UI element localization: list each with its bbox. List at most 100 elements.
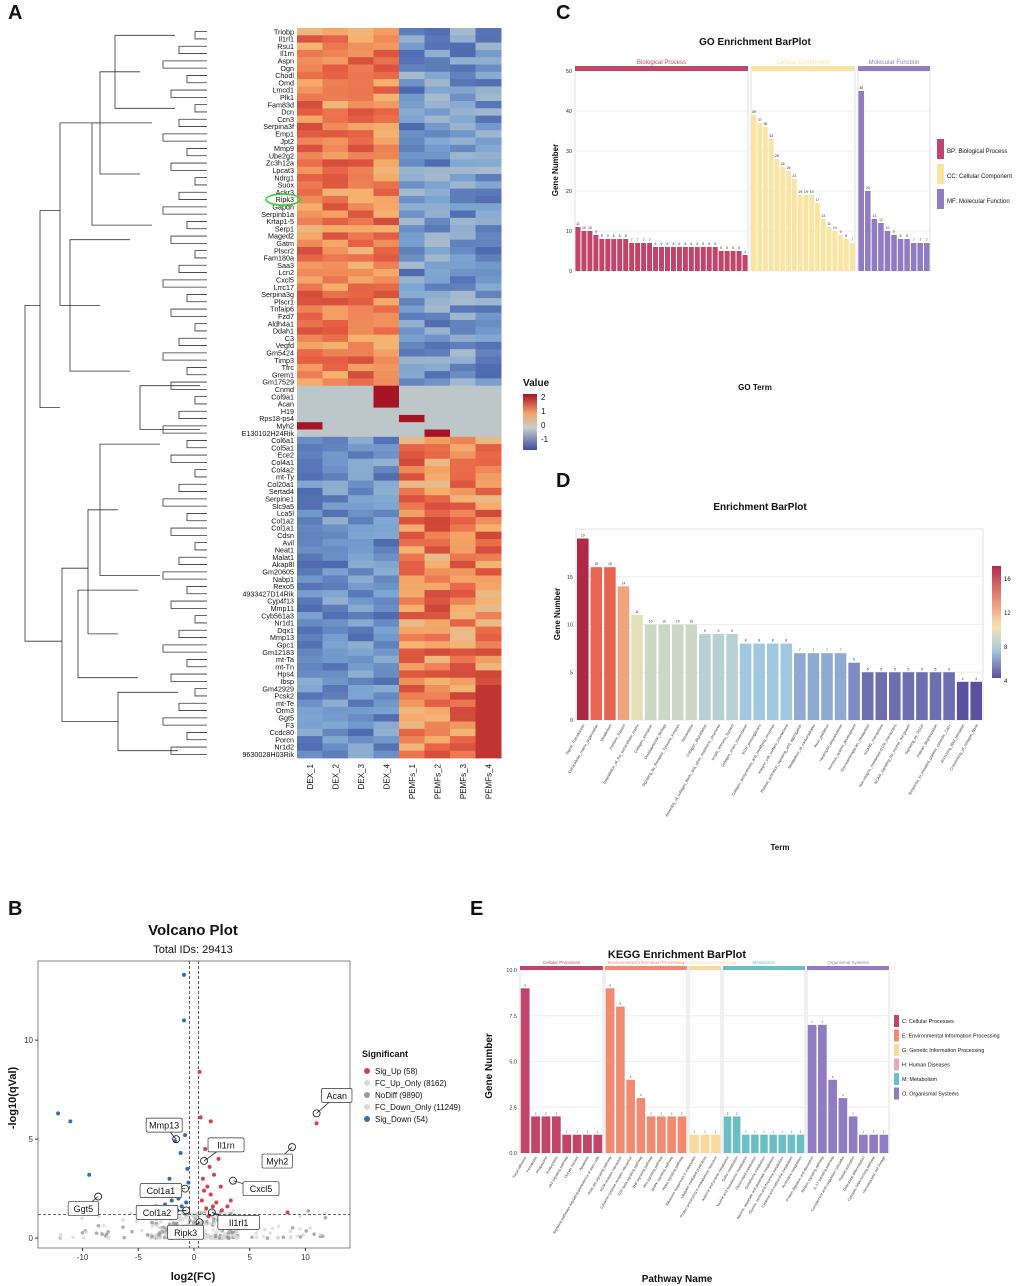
kegg-bar-label: 2 bbox=[535, 1111, 537, 1115]
heatmap-row-label: Tfrc bbox=[282, 363, 295, 372]
heatmap-cell bbox=[424, 298, 451, 306]
heatmap-cell bbox=[399, 79, 425, 87]
heatmap-cell bbox=[348, 122, 374, 131]
enrichment-bar bbox=[712, 634, 725, 720]
go-bar-label: 11 bbox=[576, 222, 580, 226]
kegg-ytick: 7.5 bbox=[509, 1014, 517, 1020]
heatmap-cell bbox=[450, 509, 476, 518]
heatmap-cell bbox=[475, 64, 502, 73]
heatmap-cell bbox=[424, 648, 451, 657]
kegg-bar-label: 9 bbox=[524, 983, 526, 987]
heatmap-cell bbox=[322, 385, 349, 394]
go-panel-frame bbox=[574, 70, 749, 272]
heatmap-cell bbox=[475, 174, 502, 182]
go-bar-label: 6 bbox=[678, 242, 680, 246]
heatmap-cell bbox=[297, 436, 323, 445]
enrichment-legend-tick: 12 bbox=[1004, 611, 1011, 617]
heatmap-row-label: Hps4 bbox=[277, 670, 294, 679]
go-bar bbox=[664, 247, 670, 271]
go-bar-label: 19 bbox=[804, 190, 808, 194]
volcano-point-nonsig bbox=[288, 1229, 293, 1234]
go-bar bbox=[659, 247, 664, 271]
heatmap-cell bbox=[373, 655, 400, 664]
enrichment-bar bbox=[590, 567, 603, 720]
heatmap-cell bbox=[373, 509, 400, 518]
heatmap-cell bbox=[297, 356, 323, 365]
go-strip-label: Biological Process bbox=[637, 60, 686, 66]
dendrogram-branch bbox=[139, 385, 200, 430]
volcano-label-ring bbox=[200, 1157, 208, 1165]
heatmap-cell bbox=[348, 509, 374, 518]
heatmap-row-label: Maged2 bbox=[268, 232, 294, 241]
heatmap-cell bbox=[475, 568, 502, 576]
heatmap-row-label: Serpina3f bbox=[263, 122, 294, 131]
heatmap-cell bbox=[297, 35, 323, 43]
heatmap-row-label: Grem1 bbox=[272, 370, 294, 379]
heatmap-cell bbox=[399, 721, 425, 730]
heatmap-cell bbox=[373, 64, 400, 73]
heatmap-cell bbox=[424, 473, 451, 481]
dendrogram-branch bbox=[59, 122, 100, 306]
heatmap-cell bbox=[399, 517, 425, 525]
go-bar-label: 7 bbox=[913, 238, 915, 242]
heatmap-cell bbox=[373, 466, 400, 474]
heatmap-cell bbox=[475, 692, 502, 700]
heatmap-cell bbox=[424, 414, 451, 423]
heatmap-cell bbox=[297, 320, 323, 328]
heatmap-cell bbox=[399, 341, 425, 350]
volcano-point-nonsig bbox=[150, 1220, 155, 1225]
heatmap-cell bbox=[475, 539, 502, 547]
heatmap-cell bbox=[424, 49, 451, 58]
volcano-point-down bbox=[87, 1172, 92, 1177]
heatmap-cell bbox=[424, 71, 451, 80]
heatmap-cell bbox=[322, 203, 349, 211]
heatmap-cell bbox=[424, 327, 451, 335]
heatmap-cell bbox=[322, 400, 349, 408]
kegg-bar bbox=[796, 1134, 805, 1153]
heatmap-cell bbox=[424, 283, 451, 292]
go-bar-label: 28 bbox=[775, 154, 779, 158]
kegg-bar-label: 9 bbox=[609, 983, 611, 987]
dendrogram-branch bbox=[194, 177, 207, 186]
go-bar-label: 10 bbox=[588, 226, 592, 230]
volcano-point-up bbox=[214, 1200, 219, 1205]
heatmap-cell bbox=[373, 254, 400, 262]
heatmap-cell bbox=[450, 641, 476, 649]
heatmap-cell bbox=[424, 86, 451, 95]
heatmap-cell bbox=[373, 195, 400, 204]
kegg-bar bbox=[667, 1116, 676, 1153]
heatmap-cell bbox=[348, 115, 374, 124]
heatmap-row-label: Malat1 bbox=[272, 553, 294, 562]
heatmap-cell bbox=[399, 458, 425, 467]
heatmap-cell bbox=[475, 349, 502, 357]
kegg-strip-label: Genetic Information Processing bbox=[674, 960, 737, 965]
panel-label-d: D bbox=[556, 470, 571, 492]
dendrogram-branch bbox=[186, 367, 207, 376]
go-bar bbox=[724, 251, 730, 271]
heatmap-cell bbox=[424, 101, 451, 109]
heatmap-cell bbox=[348, 655, 374, 664]
go-bar-label: 23 bbox=[792, 174, 796, 178]
heatmap-cell bbox=[297, 276, 323, 284]
heatmap-cell bbox=[399, 188, 425, 197]
volcano-plot-frame bbox=[37, 960, 351, 1249]
heatmap-cell bbox=[373, 400, 400, 408]
kegg-bar bbox=[787, 1134, 796, 1153]
volcano-point-nonsig bbox=[84, 1230, 89, 1234]
kegg-legend-label: H: Human Diseases bbox=[902, 1063, 950, 1069]
go-legend-key bbox=[937, 189, 944, 209]
volcano-point-up bbox=[228, 1198, 233, 1203]
go-bar-label: 5 bbox=[738, 246, 740, 250]
enrichment-ytick: 15 bbox=[567, 575, 573, 581]
volcano-point-nonsig bbox=[281, 1235, 286, 1240]
heatmap-cell bbox=[450, 35, 476, 43]
heatmap-row-label: Plscr2 bbox=[274, 246, 294, 255]
enrichment-bar bbox=[671, 624, 684, 720]
volcano-point-up bbox=[200, 1176, 205, 1181]
go-bar bbox=[820, 219, 826, 271]
heatmap-cell bbox=[424, 305, 451, 314]
volcano-point-nonsig bbox=[140, 1228, 144, 1233]
enrichment-bar-label: 5 bbox=[921, 667, 923, 671]
heatmap-row-label: Ogn bbox=[280, 64, 294, 73]
dendrogram-branch bbox=[170, 89, 207, 98]
